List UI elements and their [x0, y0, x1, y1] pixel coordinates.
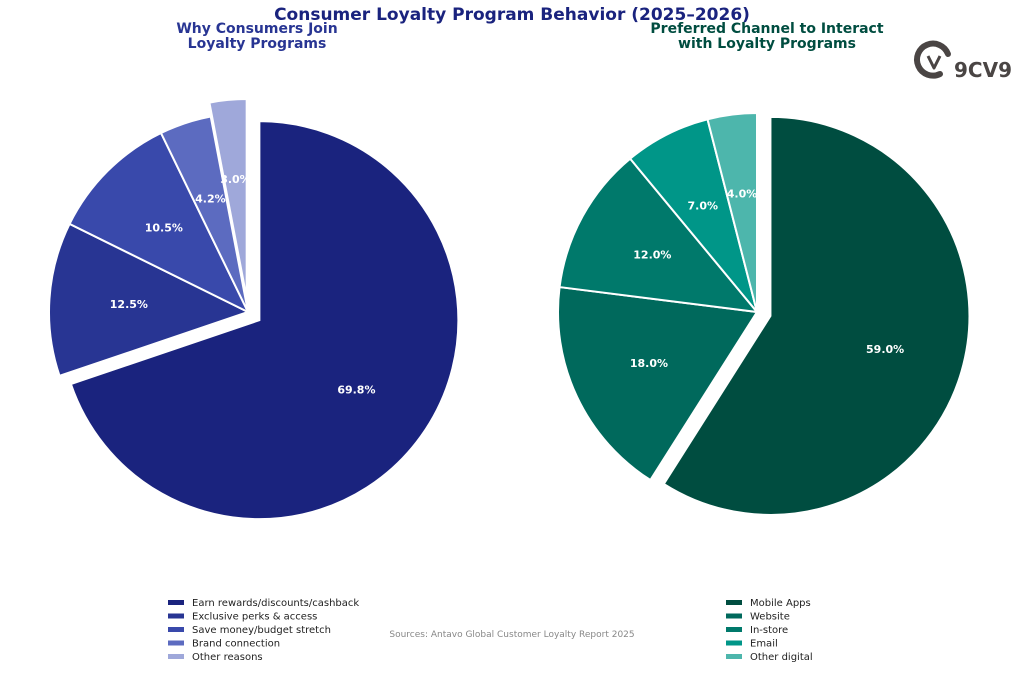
source-note: Sources: Antavo Global Customer Loyalty …: [389, 630, 634, 640]
legend-swatch: [168, 613, 184, 619]
slice-percent-label: 12.5%: [110, 298, 148, 311]
brand-logo: 9CV9: [914, 40, 1012, 82]
legend-swatch: [168, 654, 184, 659]
pie-subtitle-line: Why Consumers Join: [176, 21, 337, 37]
legend-swatch: [726, 600, 742, 605]
pie-slice: [68, 131, 251, 315]
pie-subtitle-line: Preferred Channel to Interact: [650, 21, 883, 37]
legend-swatch: [168, 627, 184, 632]
legend-swatch: [726, 627, 742, 632]
legend-swatch: [726, 654, 742, 659]
legend-swatch: [726, 640, 742, 646]
legend-label: Earn rewards/discounts/cashback: [192, 598, 359, 609]
legend-swatch: [168, 600, 184, 605]
slice-percent-label: 7.0%: [688, 200, 719, 213]
pie-slice: [557, 285, 759, 482]
9cv9-logo-icon: [914, 40, 951, 79]
legend-label: Other digital: [750, 652, 813, 663]
pie-slice: [208, 98, 248, 299]
slice-percent-label: 12.0%: [633, 248, 671, 261]
slice-percent-label: 3.0%: [220, 173, 251, 186]
slice-percent-label: 4.2%: [195, 193, 226, 206]
pie-subtitle-line: with Loyalty Programs: [678, 36, 856, 52]
pie-subtitle-line: Loyalty Programs: [188, 36, 327, 52]
pie-slice: [159, 115, 249, 313]
brand-logo-text: 9CV9: [954, 58, 1012, 82]
legend-label: Exclusive perks & access: [192, 612, 317, 623]
slice-percent-label: 59.0%: [866, 343, 904, 356]
legend-label: Mobile Apps: [750, 598, 811, 609]
slice-percent-label: 10.5%: [145, 221, 183, 234]
pie-slice: [662, 115, 971, 516]
pie-slice: [69, 120, 460, 521]
legend-swatch: [726, 613, 742, 619]
slice-percent-label: 69.8%: [337, 384, 375, 397]
chart-main-title: Consumer Loyalty Program Behavior (2025–…: [274, 5, 750, 25]
legend-label: Email: [750, 639, 778, 650]
legend-label: Save money/budget stretch: [192, 625, 331, 636]
legend-label: In-store: [750, 625, 788, 636]
legend-label: Other reasons: [192, 652, 263, 663]
pie-slice: [558, 157, 760, 314]
pie-slice: [48, 222, 251, 378]
slice-percent-label: 4.0%: [727, 188, 758, 201]
pie-slice: [706, 111, 758, 313]
legend-swatch: [168, 640, 184, 646]
slice-percent-label: 18.0%: [630, 357, 668, 370]
legend-label: Website: [750, 612, 790, 623]
legend-label: Brand connection: [192, 639, 280, 650]
